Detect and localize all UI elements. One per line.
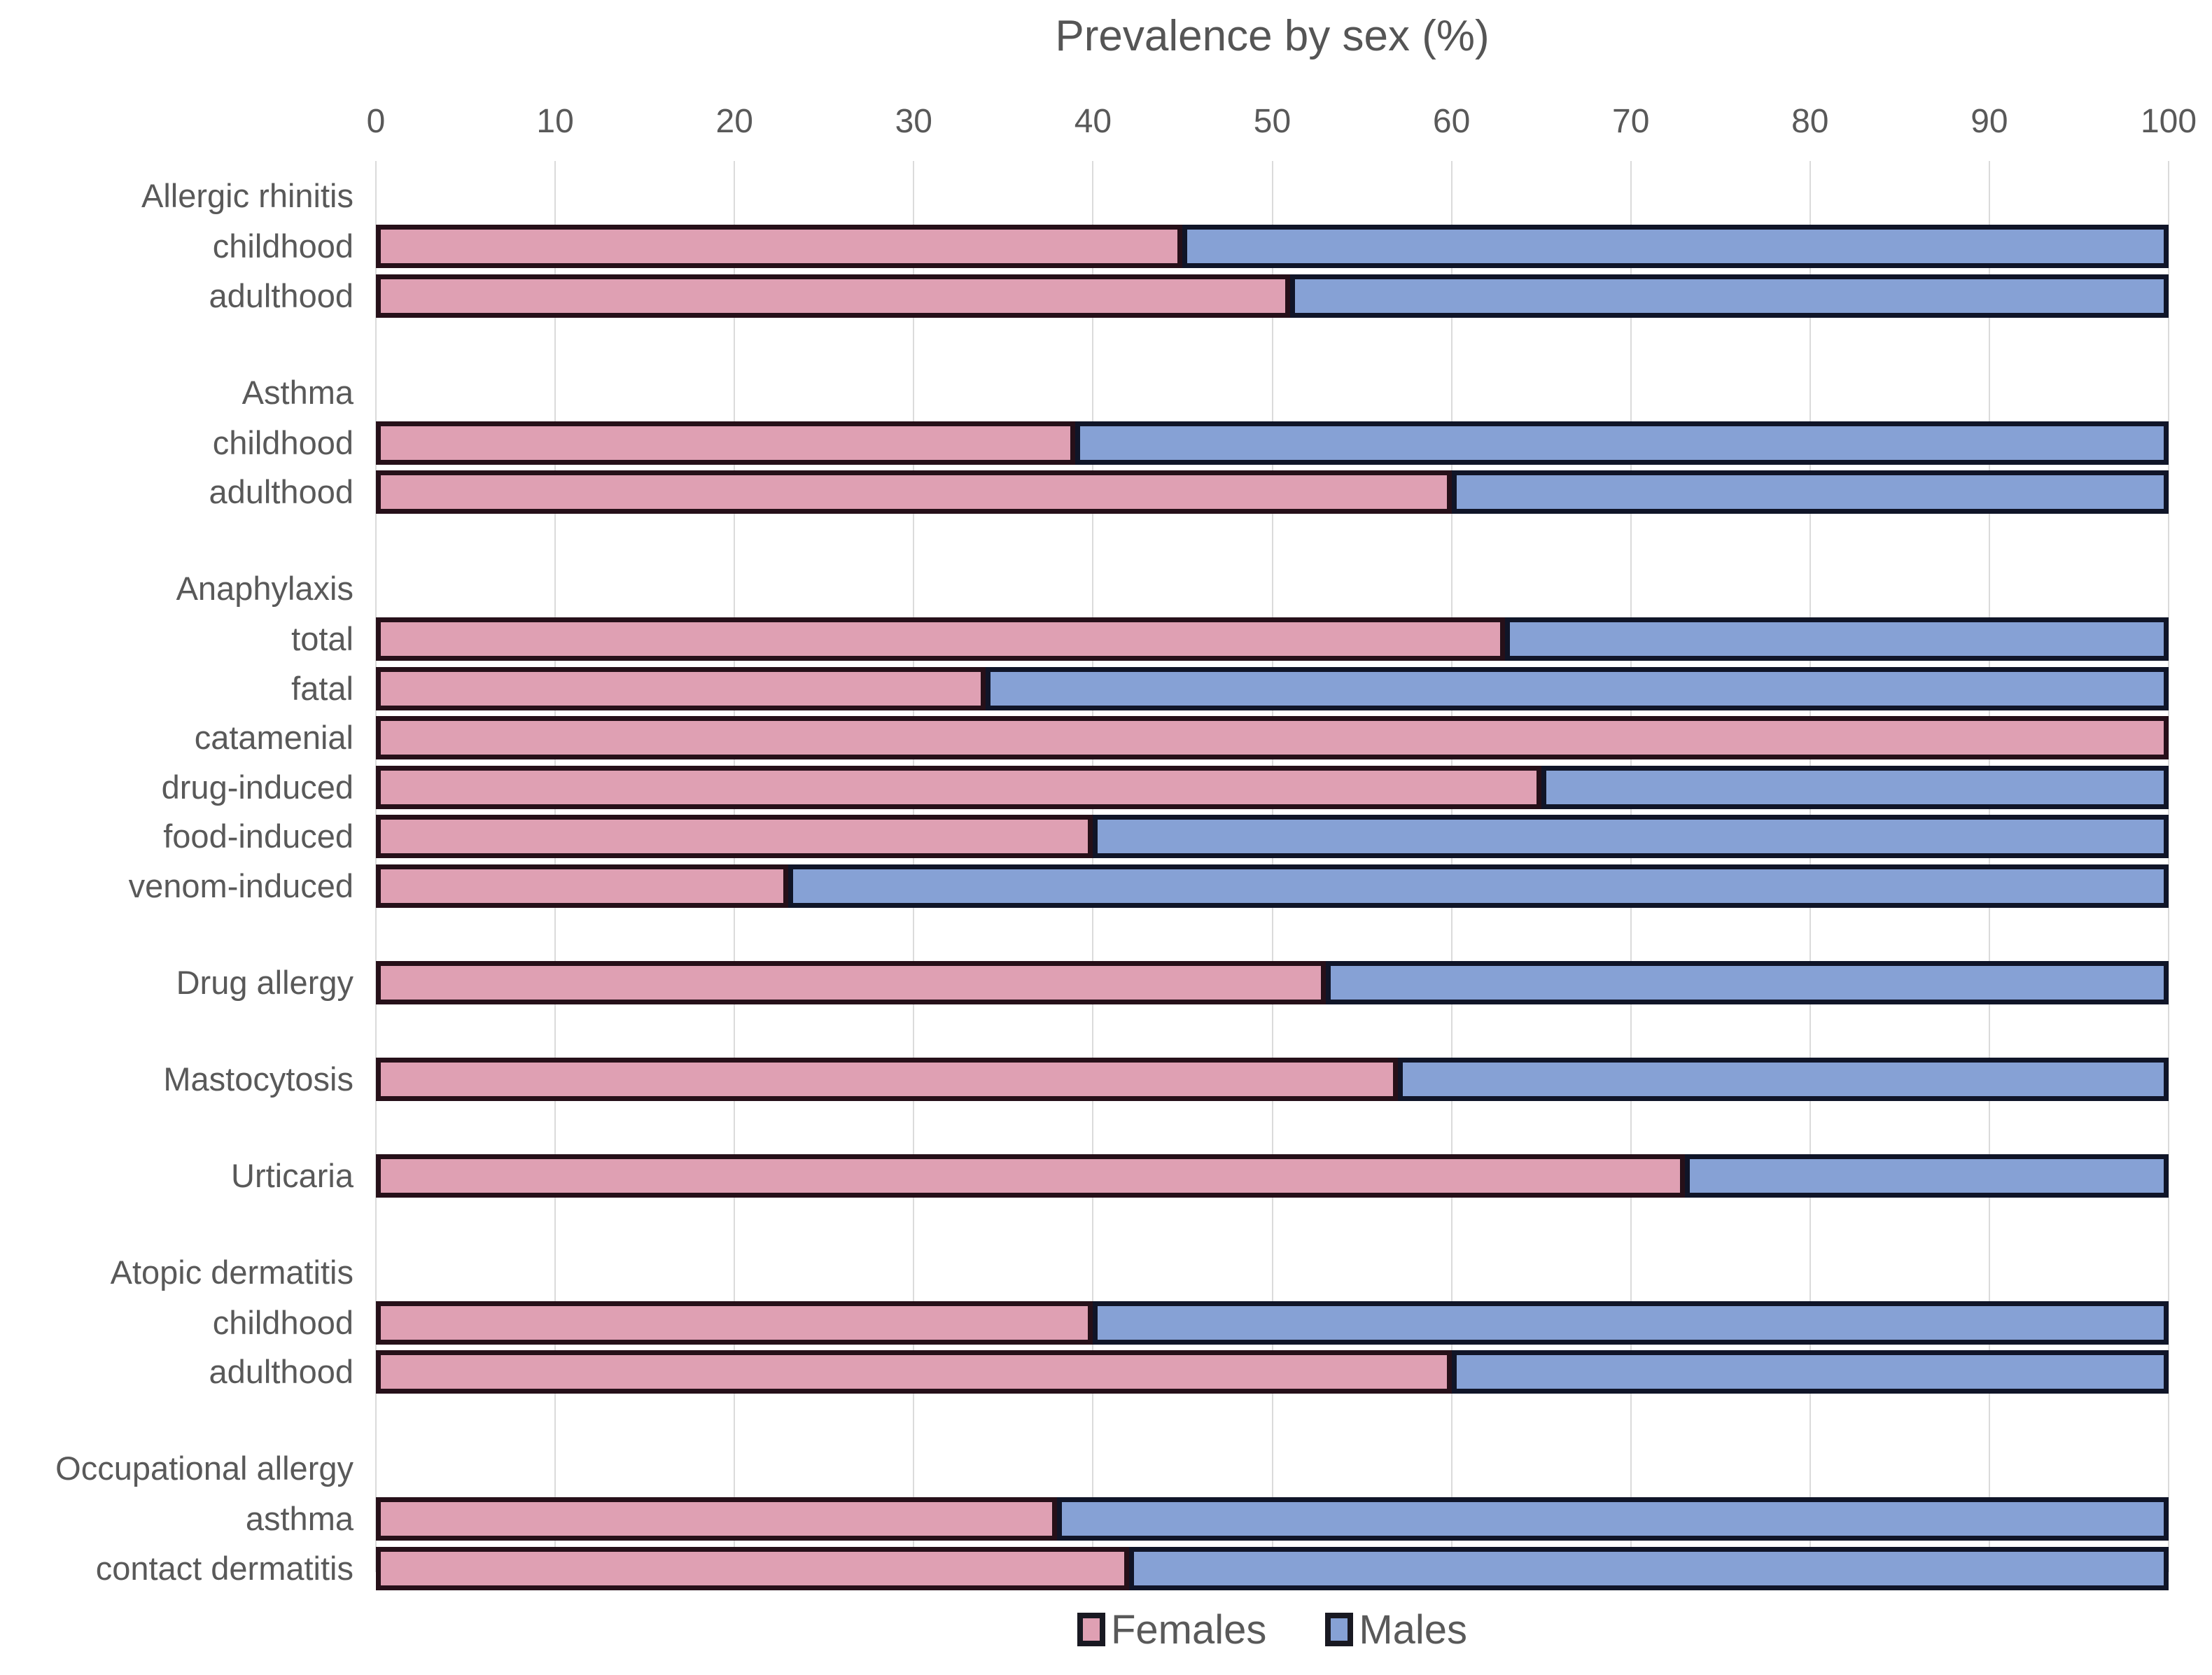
bar-fatal [376,666,2169,710]
legend: Females Males [376,1604,2169,1655]
bar-segment-males [1074,421,2169,465]
bar-segment-females [376,1301,1093,1345]
bar-segment-females [376,960,1326,1004]
bar-childhood [376,225,2169,268]
legend-item-males: Males [1325,1606,1467,1653]
group-label-allergic-rhinitis: Allergic rhinitis [141,177,354,214]
bar-contact-dermatitis [376,1546,2169,1590]
bar-adulthood [376,1350,2169,1394]
row-label-venom-induced: venom-induced [128,867,354,904]
bar-segment-males [1684,1154,2169,1198]
axis-tick-label: 50 [1253,103,1292,140]
bar-total [376,617,2169,661]
axis-tick-label: 10 [536,103,574,140]
axis-tick-label: 60 [1432,103,1471,140]
bar-segment-females [376,617,1506,661]
row-label-drug-induced: drug-induced [161,768,354,806]
bar-segment-males [1182,225,2169,268]
bar-segment-females [376,225,1183,268]
females-swatch-icon [1077,1613,1105,1646]
gridline [2168,161,2169,1572]
row-label-catamenial: catamenial [194,719,354,756]
bar-mastocytosis [376,1057,2169,1101]
axis-tick-label: 30 [895,103,932,140]
bar-segment-females [376,274,1291,318]
bar-segment-females [376,765,1541,809]
row-label-total: total [291,620,354,657]
bar-segment-males [1451,470,2169,514]
row-label-asthma: asthma [245,1500,354,1537]
row-label-fatal: fatal [291,669,354,707]
bar-segment-females [376,1154,1685,1198]
row-label-childhood: childhood [212,1303,354,1341]
bar-segment-males [1093,1301,2169,1345]
row-label-childhood: childhood [212,423,354,461]
bar-segment-males [1451,1350,2169,1394]
bar-segment-females [376,864,789,908]
bar-adulthood [376,274,2169,318]
group-label-occupational-allergy: Occupational allergy [55,1450,354,1487]
bar-drug-allergy [376,960,2169,1004]
axis-tick-label: 0 [366,103,386,140]
legend-label-females: Females [1110,1606,1267,1653]
bar-urticaria [376,1154,2169,1198]
axis-tick-label: 100 [2140,103,2197,140]
bar-venom-induced [376,864,2169,908]
plot-area: Allergic rhinitis childhood adulthood Asthm… [55,161,2169,1590]
bar-segment-females [376,1497,1058,1541]
group-label-anaphylaxis: Anaphylaxis [176,570,354,607]
axis-tick-label: 90 [1970,103,2008,140]
bar-segment-males [1397,1057,2169,1101]
x-axis: 0 10 20 30 40 50 60 70 80 90 100 [367,102,2197,146]
bar-segment-females [376,666,986,710]
axis-tick-label: 80 [1791,103,1829,140]
bar-segment-males [1326,960,2169,1004]
bar-asthma [376,1497,2169,1541]
bar-segment-females [376,1546,1129,1590]
bar-catamenial [376,716,2169,759]
row-label-childhood: childhood [212,227,354,265]
row-label-food-induced: food-induced [163,818,354,855]
bar-segment-males [1541,765,2169,809]
group-label-asthma: Asthma [241,373,354,411]
bar-segment-females [376,1350,1452,1394]
bar-childhood [376,421,2169,465]
axis-tick-label: 40 [1074,103,1112,140]
row-label-contact-dermatitis: contact dermatitis [95,1549,354,1587]
group-label-atopic-dermatitis: Atopic dermatitis [110,1253,354,1291]
bar-segment-females [376,470,1452,514]
row-label-adulthood: adulthood [209,276,354,314]
bar-segment-males [1057,1497,2169,1541]
bar-segment-males [1290,274,2169,318]
males-swatch-icon [1325,1613,1354,1646]
bar-segment-females [376,421,1075,465]
bar-food-induced [376,815,2169,858]
bar-segment-females [376,716,2169,759]
bar-segment-males [1093,815,2169,858]
chart-title: Prevalence by sex (%) [1055,12,1490,60]
row-label-drug-allergy: Drug allergy [176,963,354,1001]
bar-segment-males [1128,1546,2169,1590]
row-label-urticaria: Urticaria [231,1156,354,1194]
axis-tick-label: 20 [715,103,753,140]
bar-childhood [376,1301,2169,1345]
row-label-adulthood: adulthood [209,1353,354,1390]
legend-label-males: Males [1359,1606,1468,1653]
bar-segment-males [985,666,2169,710]
axis-tick-label: 70 [1611,103,1650,140]
bar-segment-males [788,864,2169,908]
bar-segment-females [376,815,1093,858]
row-label-mastocytosis: Mastocytosis [163,1060,354,1098]
bar-drug-induced [376,765,2169,809]
legend-item-females: Females [1077,1606,1266,1653]
bar-segment-males [1505,617,2169,661]
bar-segment-females [376,1057,1398,1101]
row-label-adulthood: adulthood [209,473,354,510]
bar-adulthood [376,470,2169,514]
